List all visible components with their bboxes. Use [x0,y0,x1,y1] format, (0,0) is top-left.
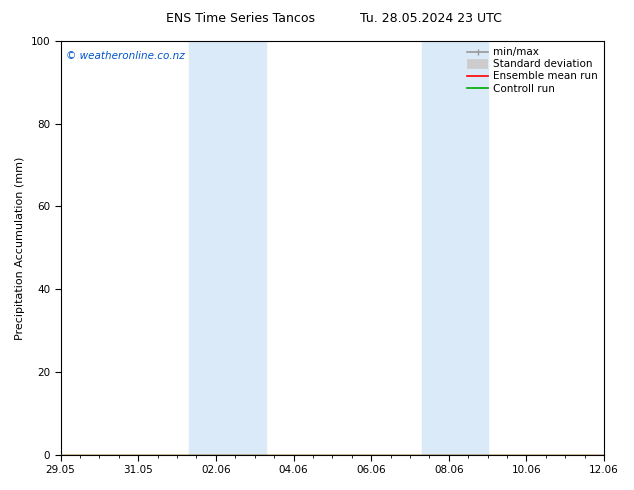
Y-axis label: Precipitation Accumulation (mm): Precipitation Accumulation (mm) [15,156,25,340]
Bar [422,41,488,455]
Text: © weatheronline.co.nz: © weatheronline.co.nz [66,51,184,61]
Bar [189,41,266,455]
Legend: min/max, Standard deviation, Ensemble mean run, Controll run: min/max, Standard deviation, Ensemble me… [464,44,601,97]
Text: Tu. 28.05.2024 23 UTC: Tu. 28.05.2024 23 UTC [360,12,502,25]
Text: ENS Time Series Tancos: ENS Time Series Tancos [166,12,316,25]
